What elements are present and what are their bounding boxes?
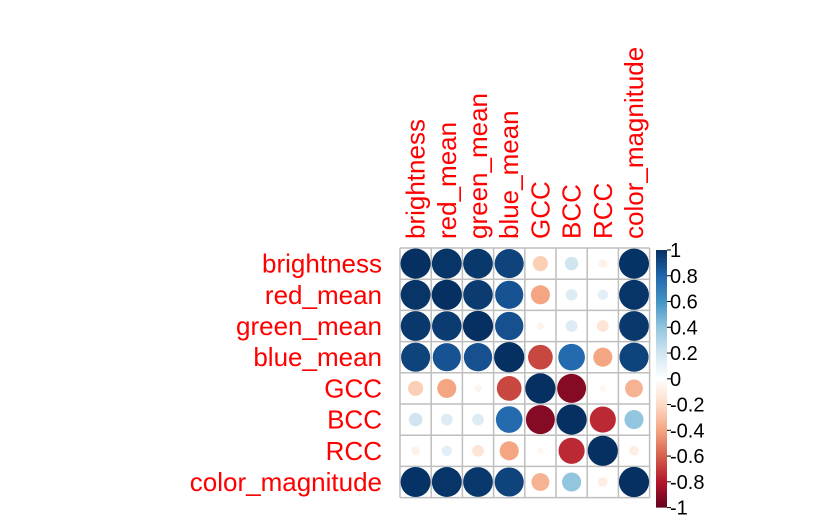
correlation-cell-blue_mean-red_mean bbox=[432, 343, 461, 372]
correlation-cell-color_magnitude-green_mean bbox=[463, 467, 493, 497]
correlation-cell-color_magnitude-color_magnitude bbox=[618, 466, 650, 498]
color-legend-tick-label: -1 bbox=[670, 498, 688, 519]
correlation-cell-GCC-brightness bbox=[408, 380, 424, 396]
correlation-cell-green_mean-brightness bbox=[400, 311, 431, 341]
correlation-cell-BCC-GCC bbox=[525, 405, 555, 435]
correlation-cell-green_mean-blue_mean bbox=[495, 311, 524, 341]
correlation-cell-red_mean-green_mean bbox=[463, 280, 493, 310]
color-legend-tick-label: 1 bbox=[670, 240, 681, 262]
correlation-cell-GCC-GCC bbox=[525, 373, 556, 404]
row-label-blue_mean: blue_mean bbox=[253, 342, 382, 372]
color-legend-bar bbox=[656, 250, 667, 508]
row-label-brightness: brightness bbox=[262, 249, 382, 279]
correlation-cell-GCC-blue_mean bbox=[496, 376, 522, 401]
correlation-cell-red_mean-RCC bbox=[597, 289, 609, 301]
correlation-cell-blue_mean-GCC bbox=[528, 344, 553, 370]
correlation-cell-GCC-color_magnitude bbox=[625, 379, 643, 398]
correlation-cell-color_magnitude-BCC bbox=[562, 472, 582, 492]
row-label-green_mean: green_mean bbox=[236, 311, 382, 341]
column-label-GCC: GCC bbox=[525, 181, 555, 239]
correlation-cell-GCC-green_mean bbox=[474, 384, 482, 393]
correlation-cell-BCC-green_mean bbox=[472, 413, 484, 426]
correlation-cell-blue_mean-green_mean bbox=[463, 343, 493, 372]
column-label-blue_mean: blue_mean bbox=[494, 110, 524, 239]
correlation-cell-GCC-BCC bbox=[557, 373, 587, 403]
correlation-cell-RCC-blue_mean bbox=[499, 441, 519, 461]
column-label-brightness: brightness bbox=[401, 119, 431, 239]
correlation-cell-red_mean-red_mean bbox=[431, 279, 462, 310]
correlation-cell-blue_mean-RCC bbox=[593, 347, 613, 367]
color-legend-tick-label: 0.6 bbox=[670, 292, 698, 314]
correlation-cell-brightness-red_mean bbox=[431, 248, 462, 279]
color-legend-tick-label: -0.8 bbox=[670, 472, 704, 494]
column-label-BCC: BCC bbox=[557, 184, 587, 239]
column-label-color_magnitude: color_magnitude bbox=[619, 47, 649, 239]
correlation-cell-red_mean-BCC bbox=[565, 288, 578, 301]
row-label-color_magnitude: color_magnitude bbox=[190, 467, 382, 497]
correlation-cell-BCC-red_mean bbox=[440, 413, 453, 426]
correlation-cell-green_mean-red_mean bbox=[432, 311, 462, 341]
color-legend-tick-label: 0.4 bbox=[670, 317, 698, 339]
correlation-cell-red_mean-blue_mean bbox=[495, 280, 524, 309]
color-legend-ticks: -1 -0.8 -0.6 -0.4 -0.2 0 0.2 0.4 0.6 0.8 1 bbox=[667, 240, 704, 519]
correlation-cell-blue_mean-blue_mean bbox=[494, 342, 525, 373]
correlation-cell-RCC-color_magnitude bbox=[629, 446, 639, 456]
row-label-GCC: GCC bbox=[324, 373, 382, 403]
correlation-cell-red_mean-GCC bbox=[530, 285, 550, 305]
correlation-cell-brightness-brightness bbox=[400, 248, 431, 279]
correlation-cell-BCC-blue_mean bbox=[495, 406, 523, 433]
column-label-RCC: RCC bbox=[588, 183, 618, 239]
correlation-cell-RCC-GCC bbox=[537, 447, 544, 455]
correlation-cell-brightness-color_magnitude bbox=[618, 248, 650, 279]
column-labels: brightness red_mean green_mean blue_mean GCC… bbox=[401, 47, 649, 239]
correlation-cell-RCC-red_mean bbox=[441, 445, 453, 457]
row-label-BCC: BCC bbox=[327, 405, 382, 435]
correlation-cell-GCC-red_mean bbox=[437, 378, 457, 398]
correlation-circles bbox=[400, 248, 650, 498]
correlation-cell-green_mean-RCC bbox=[596, 320, 609, 332]
row-labels: brightnessred_meangreen_meanblue_meanGCC… bbox=[190, 249, 382, 497]
correlation-cell-green_mean-BCC bbox=[565, 320, 578, 332]
column-label-green_mean: green_mean bbox=[463, 93, 493, 239]
correlation-cell-red_mean-color_magnitude bbox=[619, 279, 649, 310]
correlation-cell-brightness-blue_mean bbox=[494, 249, 524, 279]
correlation-cell-brightness-BCC bbox=[564, 256, 579, 271]
correlation-cell-RCC-green_mean bbox=[472, 444, 484, 457]
color-legend-tick-label: 0.8 bbox=[670, 266, 698, 288]
correlation-cell-green_mean-color_magnitude bbox=[619, 311, 649, 341]
correlation-cell-color_magnitude-brightness bbox=[400, 466, 431, 498]
correlation-cell-color_magnitude-RCC bbox=[598, 477, 608, 487]
column-label-red_mean: red_mean bbox=[432, 122, 462, 239]
correlation-cell-BCC-BCC bbox=[556, 404, 587, 435]
correlation-cell-color_magnitude-GCC bbox=[531, 473, 550, 491]
correlation-cell-brightness-GCC bbox=[532, 256, 548, 272]
correlation-cell-color_magnitude-red_mean bbox=[431, 467, 462, 497]
correlation-cell-green_mean-GCC bbox=[536, 322, 545, 330]
correlation-cell-color_magnitude-blue_mean bbox=[494, 467, 524, 497]
correlation-cell-RCC-BCC bbox=[558, 437, 585, 464]
correlation-cell-brightness-RCC bbox=[598, 259, 608, 268]
correlation-cell-red_mean-brightness bbox=[400, 279, 431, 310]
correlation-cell-blue_mean-color_magnitude bbox=[619, 342, 649, 372]
correlation-cell-BCC-color_magnitude bbox=[624, 410, 644, 430]
correlation-cell-GCC-RCC bbox=[599, 385, 607, 392]
correlation-cell-BCC-RCC bbox=[589, 406, 616, 433]
color-legend: -1 -0.8 -0.6 -0.4 -0.2 0 0.2 0.4 0.6 0.8 1 bbox=[656, 240, 704, 519]
color-legend-tick-label: -0.4 bbox=[670, 420, 704, 442]
correlation-cell-blue_mean-brightness bbox=[401, 342, 431, 372]
color-legend-tick-label: 0.2 bbox=[670, 343, 698, 365]
color-legend-tick-label: -0.6 bbox=[670, 446, 704, 468]
correlation-cell-blue_mean-BCC bbox=[558, 343, 585, 371]
correlation-cell-brightness-green_mean bbox=[463, 248, 493, 279]
color-legend-tick-label: 0 bbox=[670, 369, 681, 391]
correlation-cell-BCC-brightness bbox=[408, 412, 423, 427]
correlation-grid bbox=[399, 247, 651, 499]
correlation-cell-green_mean-green_mean bbox=[462, 310, 494, 342]
row-label-RCC: RCC bbox=[326, 436, 382, 466]
color-legend-tick-label: -0.2 bbox=[670, 395, 704, 417]
correlation-cell-RCC-brightness bbox=[411, 446, 420, 456]
row-label-red_mean: red_mean bbox=[265, 280, 382, 310]
correlation-cell-RCC-RCC bbox=[587, 435, 618, 466]
